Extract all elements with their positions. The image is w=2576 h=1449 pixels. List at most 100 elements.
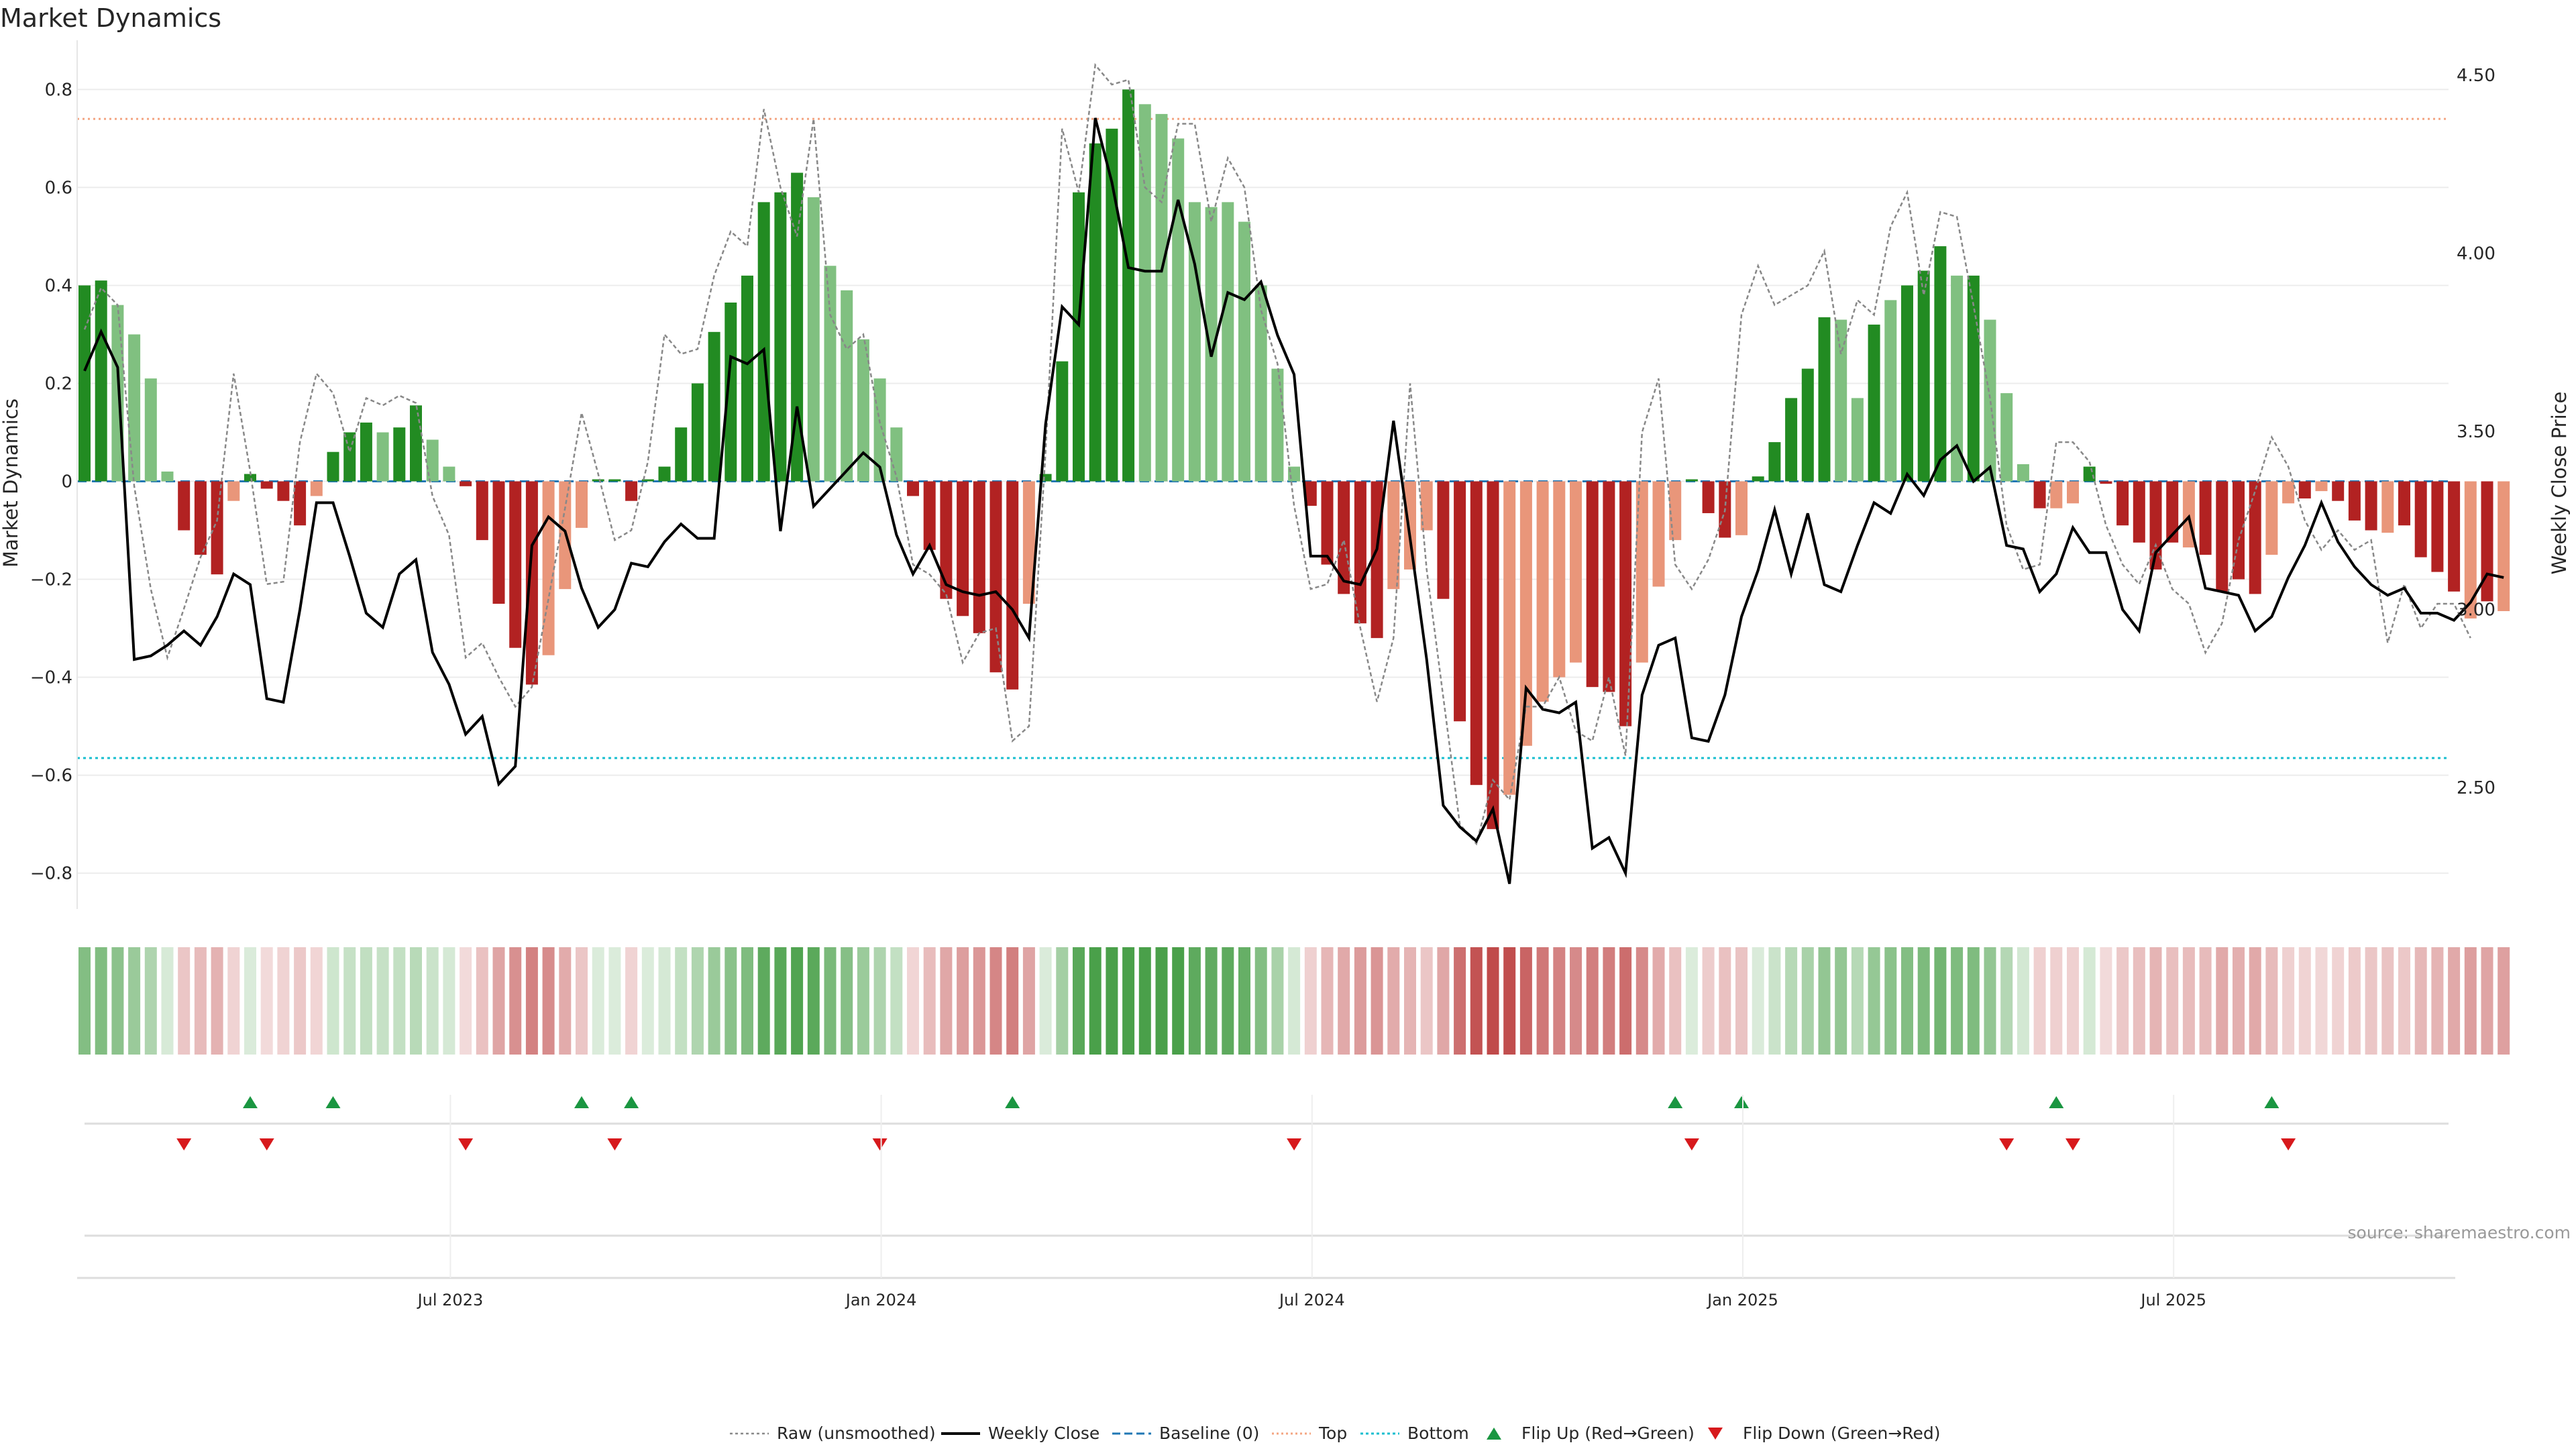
weekly-close-line: [83, 117, 2504, 884]
regime-cell: [1188, 947, 1201, 1055]
regime-cell: [774, 947, 787, 1055]
regime-cell: [277, 947, 290, 1055]
dynamics-bar: [724, 303, 737, 482]
dynamics-bar: [791, 172, 804, 482]
regime-cell: [2233, 947, 2245, 1055]
regime-cell: [2332, 947, 2345, 1055]
y-tick-label: 0: [61, 472, 72, 492]
regime-cell: [443, 947, 455, 1055]
dynamics-bar: [1570, 481, 1582, 663]
dynamics-bar: [1967, 275, 1980, 482]
dynamics-bar: [1851, 398, 1864, 482]
regime-cell: [2298, 947, 2311, 1055]
dynamics-bar: [2464, 481, 2477, 619]
regime-cell: [2282, 947, 2295, 1055]
regime-cell: [1354, 947, 1366, 1055]
regime-cell: [1818, 947, 1831, 1055]
dynamics-bar: [2116, 481, 2129, 526]
dynamics-bar: [426, 439, 439, 482]
dynamics-bar: [576, 481, 588, 528]
dynamics-bar: [1304, 481, 1317, 506]
dynamics-bar: [2481, 481, 2493, 602]
regime-cell: [1553, 947, 1566, 1055]
legend-label: Raw (unsmoothed): [777, 1424, 936, 1443]
dynamics-bar: [2315, 481, 2328, 492]
regime-cell: [824, 947, 837, 1055]
dynamics-bar: [1437, 481, 1450, 599]
dynamics-bar: [873, 378, 886, 482]
dynamics-bar: [1122, 89, 1135, 482]
regime-cell: [2067, 947, 2079, 1055]
legend-item: Top: [1272, 1424, 1347, 1443]
dynamics-bar: [525, 481, 538, 685]
regime-cell: [426, 947, 439, 1055]
legend-item: Raw (unsmoothed): [730, 1424, 936, 1443]
dynamics-bar: [741, 275, 753, 482]
regime-cell: [2216, 947, 2229, 1055]
regime-cell: [1967, 947, 1980, 1055]
regime-cell: [1238, 947, 1250, 1055]
legend-item: Bottom: [1360, 1424, 1469, 1443]
dynamics-bar: [2365, 481, 2377, 531]
regime-cell: [989, 947, 1002, 1055]
regime-cell: [841, 947, 853, 1055]
regime-cell: [1951, 947, 1964, 1055]
dynamics-bar: [1073, 192, 1085, 482]
regime-cell: [1056, 947, 1069, 1055]
x-tick-label: Jul 2024: [1278, 1291, 1345, 1309]
dynamics-bar: [2282, 481, 2295, 504]
flip-down-marker: [176, 1138, 192, 1150]
flip-down-marker: [607, 1138, 623, 1150]
dynamics-bar: [1735, 481, 1748, 535]
dynamics-bar: [774, 192, 787, 482]
regime-cell: [492, 947, 505, 1055]
dynamics-bar: [1917, 270, 1930, 482]
regime-cell: [310, 947, 323, 1055]
x-tick-label: Jul 2023: [417, 1291, 484, 1309]
regime-cell: [2199, 947, 2212, 1055]
regime-cell: [1901, 947, 1913, 1055]
legend-swatch: [1708, 1428, 1723, 1440]
dynamics-bar: [1138, 104, 1151, 482]
dynamics-bar: [194, 481, 207, 555]
dynamics-bar: [260, 481, 273, 489]
dynamics-bar: [2249, 481, 2261, 594]
dynamics-bar: [2050, 481, 2063, 508]
dynamics-bar: [940, 481, 953, 599]
regime-cell: [78, 947, 91, 1055]
regime-cell: [1652, 947, 1665, 1055]
dynamics-bar: [128, 334, 141, 482]
dynamics-bar: [1338, 481, 1350, 594]
regime-cell: [2348, 947, 2361, 1055]
regime-cell: [907, 947, 919, 1055]
dynamics-bar: [641, 479, 654, 482]
dynamics-bars: [78, 89, 2510, 829]
dynamics-bar: [708, 331, 720, 482]
dynamics-bar: [1006, 481, 1019, 690]
dynamics-bar: [2448, 481, 2461, 592]
regime-cell: [194, 947, 207, 1055]
flip-down-marker: [2065, 1138, 2080, 1150]
dynamics-bar: [95, 280, 107, 482]
regime-cell: [592, 947, 604, 1055]
dynamics-bar: [294, 481, 307, 526]
dynamics-bar: [343, 432, 356, 482]
legend-label: Top: [1318, 1424, 1347, 1443]
dynamics-bar: [2017, 464, 2029, 482]
dynamics-bar: [2414, 481, 2427, 557]
legend-label: Baseline (0): [1159, 1424, 1259, 1443]
regime-cell: [1271, 947, 1284, 1055]
flip-up-marker: [325, 1096, 341, 1108]
regime-cell: [227, 947, 240, 1055]
y-axis-right: 4.50 4.00 3.50 3.00 2.50: [2457, 66, 2496, 798]
regime-cell: [343, 947, 356, 1055]
regime-cell: [1487, 947, 1499, 1055]
y-tick-label-right: 2.50: [2457, 778, 2496, 798]
dynamics-bar: [1022, 481, 1035, 604]
regime-cell: [111, 947, 124, 1055]
dynamics-bar: [1503, 481, 1516, 795]
regime-cell: [973, 947, 985, 1055]
flip-up-marker: [1005, 1096, 1020, 1108]
x-tick-label: Jul 2025: [2139, 1291, 2206, 1309]
regime-cell: [1106, 947, 1118, 1055]
